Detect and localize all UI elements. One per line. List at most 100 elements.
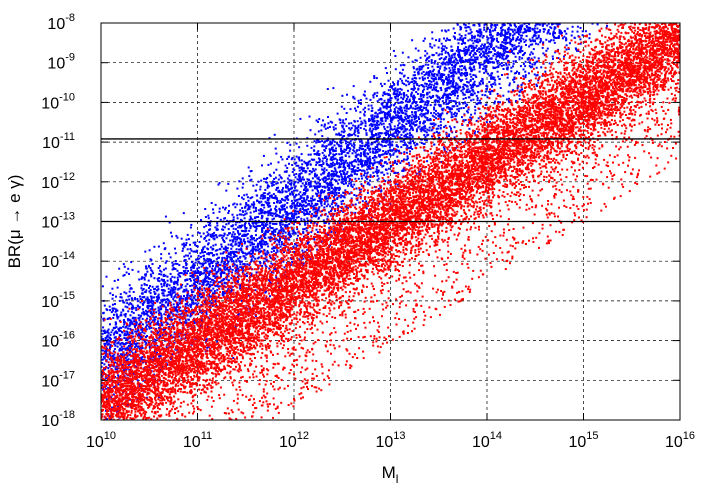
blue-data-point — [384, 83, 386, 85]
blue-data-point — [284, 199, 286, 201]
blue-data-point — [467, 91, 469, 93]
blue-data-point — [253, 243, 255, 245]
blue-data-point — [347, 152, 349, 154]
blue-data-point — [427, 67, 429, 69]
blue-data-point — [494, 84, 496, 86]
blue-data-point — [489, 29, 491, 31]
blue-data-point — [273, 218, 275, 220]
blue-data-point — [428, 129, 430, 131]
blue-data-point — [320, 174, 322, 176]
blue-data-point — [474, 40, 476, 42]
blue-data-point — [205, 240, 207, 242]
blue-data-point — [417, 93, 419, 95]
blue-data-point — [376, 116, 378, 118]
blue-data-point — [355, 110, 357, 112]
blue-data-point — [400, 146, 402, 148]
blue-data-point — [458, 110, 460, 112]
blue-data-point — [256, 227, 258, 229]
blue-data-point — [255, 230, 257, 232]
blue-data-point — [333, 171, 335, 173]
blue-data-point — [150, 296, 152, 298]
blue-data-point — [369, 151, 371, 153]
blue-data-point — [203, 282, 205, 284]
blue-data-point — [282, 187, 284, 189]
blue-data-point — [302, 176, 304, 178]
blue-data-point — [204, 237, 206, 239]
blue-data-point — [490, 51, 492, 53]
blue-data-point — [299, 191, 301, 193]
blue-data-point — [456, 113, 458, 115]
blue-data-point — [433, 87, 435, 89]
blue-data-point — [566, 44, 568, 46]
blue-data-point — [428, 100, 430, 102]
blue-data-point — [454, 32, 456, 34]
blue-data-point — [296, 207, 298, 209]
blue-data-point — [426, 104, 428, 106]
blue-data-point — [374, 124, 376, 126]
blue-data-point — [312, 168, 314, 170]
blue-data-point — [476, 95, 478, 97]
blue-data-point — [440, 87, 442, 89]
blue-data-point — [421, 84, 423, 86]
blue-data-point — [424, 104, 426, 106]
blue-data-point — [405, 100, 407, 102]
blue-data-point — [264, 189, 266, 191]
blue-data-point — [503, 68, 505, 70]
blue-data-point — [222, 293, 224, 295]
blue-data-point — [496, 66, 498, 68]
blue-data-point — [256, 238, 258, 240]
blue-data-point — [327, 116, 329, 118]
blue-data-point — [114, 280, 116, 282]
blue-data-point — [339, 157, 341, 159]
blue-data-point — [150, 274, 152, 276]
blue-data-point — [234, 206, 236, 208]
blue-data-point — [389, 147, 391, 149]
blue-data-point — [507, 33, 509, 35]
blue-data-point — [245, 210, 247, 212]
blue-data-point — [366, 98, 368, 100]
blue-data-point — [184, 272, 186, 274]
blue-data-point — [325, 198, 327, 200]
blue-data-point — [441, 30, 443, 32]
blue-data-point — [171, 262, 173, 264]
blue-data-point — [427, 74, 429, 76]
blue-data-point — [251, 258, 253, 260]
blue-data-point — [488, 55, 490, 57]
blue-data-point — [316, 193, 318, 195]
blue-data-point — [234, 244, 236, 246]
blue-data-point — [407, 117, 409, 119]
blue-data-point — [338, 179, 340, 181]
blue-data-point — [175, 263, 177, 265]
blue-data-point — [446, 84, 448, 86]
blue-data-point — [427, 87, 429, 89]
blue-data-point — [369, 81, 371, 83]
blue-data-point — [192, 277, 194, 279]
blue-data-point — [487, 52, 489, 54]
blue-data-point — [321, 124, 323, 126]
blue-data-point — [451, 91, 453, 93]
blue-data-point — [216, 258, 218, 260]
blue-data-point — [288, 213, 290, 215]
blue-data-point — [496, 24, 498, 26]
blue-data-point — [202, 248, 204, 250]
blue-data-point — [235, 241, 237, 243]
blue-data-point — [204, 246, 206, 248]
blue-data-point — [486, 86, 488, 88]
blue-data-point — [294, 158, 296, 160]
blue-data-point — [433, 74, 435, 76]
blue-data-point — [224, 269, 226, 271]
blue-data-point — [261, 164, 263, 166]
blue-data-point — [110, 334, 112, 336]
blue-data-point — [143, 311, 145, 313]
blue-data-point — [137, 317, 139, 319]
blue-data-point — [221, 259, 223, 261]
blue-data-point — [123, 302, 125, 304]
blue-data-point — [153, 246, 155, 248]
blue-data-point — [146, 328, 148, 330]
blue-data-point — [415, 121, 417, 123]
blue-data-point — [561, 32, 563, 34]
blue-data-point — [383, 126, 385, 128]
blue-data-point — [559, 29, 561, 31]
blue-data-point — [140, 329, 142, 331]
blue-data-point — [389, 129, 391, 131]
